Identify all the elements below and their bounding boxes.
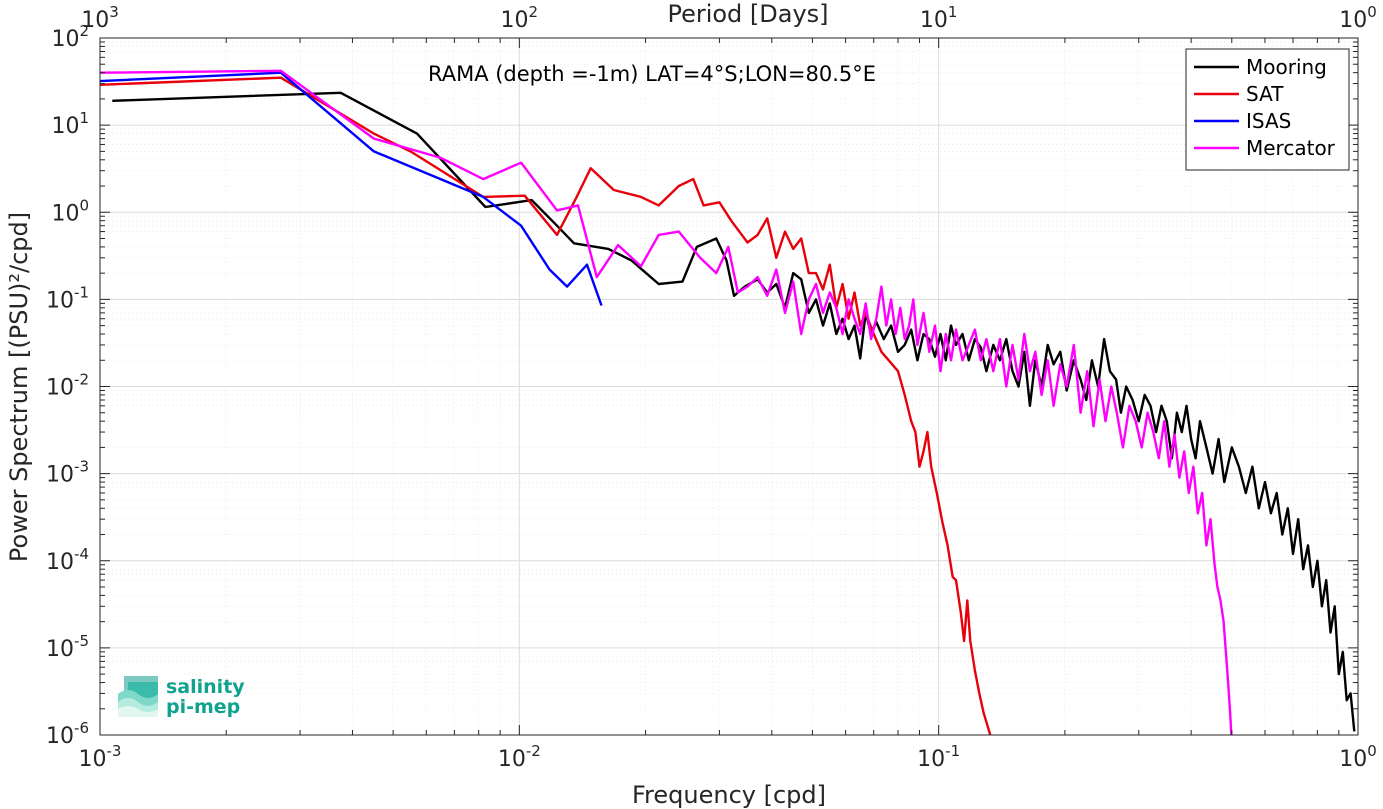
logo-text-line1: salinity <box>166 676 245 698</box>
y-tick-label: 102 <box>51 22 89 52</box>
chart-annotation: RAMA (depth =-1m) LAT=4°S;LON=80.5°E <box>428 62 876 86</box>
top-tick-label: 102 <box>501 3 539 33</box>
y-tick-label: 10-4 <box>46 545 89 575</box>
axis-ticks <box>99 38 1358 736</box>
legend-label-mooring: Mooring <box>1246 55 1327 79</box>
y-tick-label: 101 <box>51 109 89 139</box>
x-tick-label: 10-3 <box>79 742 122 772</box>
legend-label-mercator: Mercator <box>1246 136 1336 160</box>
top-tick-label: 100 <box>1339 3 1377 33</box>
y-axis-title: Power Spectrum [(PSU)²/cpd] <box>5 212 33 562</box>
y-tick-label: 10-1 <box>46 283 89 313</box>
y-tick-label: 100 <box>51 196 89 226</box>
top-tick-label: 103 <box>81 3 119 33</box>
salinity-pi-mep-logo: salinity pi-mep <box>118 676 245 718</box>
top-tick-label: 101 <box>920 3 958 33</box>
series-line-mercator <box>100 69 1233 735</box>
legend-box <box>1185 48 1350 171</box>
series-line-mooring <box>112 91 1356 732</box>
logo-text-line2: pi-mep <box>166 696 240 718</box>
x-tick-label: 100 <box>1339 742 1377 772</box>
y-tick-label: 10-2 <box>46 371 89 401</box>
y-tick-label: 10-6 <box>46 719 89 749</box>
series-line-sat <box>100 76 992 735</box>
x-axis-title: Frequency [cpd] <box>632 781 826 809</box>
top-axis-title: Period [Days] <box>667 0 828 28</box>
legend-label-isas: ISAS <box>1246 109 1291 133</box>
legend-label-sat: SAT <box>1246 82 1284 106</box>
series-line-isas <box>100 71 603 306</box>
x-tick-label: 10-1 <box>917 742 960 772</box>
series-lines <box>100 69 1356 735</box>
legend: Mooring SAT ISAS Mercator <box>1185 48 1350 171</box>
y-tick-label: 10-3 <box>46 458 89 488</box>
x-tick-label: 10-2 <box>498 742 541 772</box>
y-tick-label: 10-5 <box>46 632 89 662</box>
logo-waves-icon <box>118 676 158 717</box>
